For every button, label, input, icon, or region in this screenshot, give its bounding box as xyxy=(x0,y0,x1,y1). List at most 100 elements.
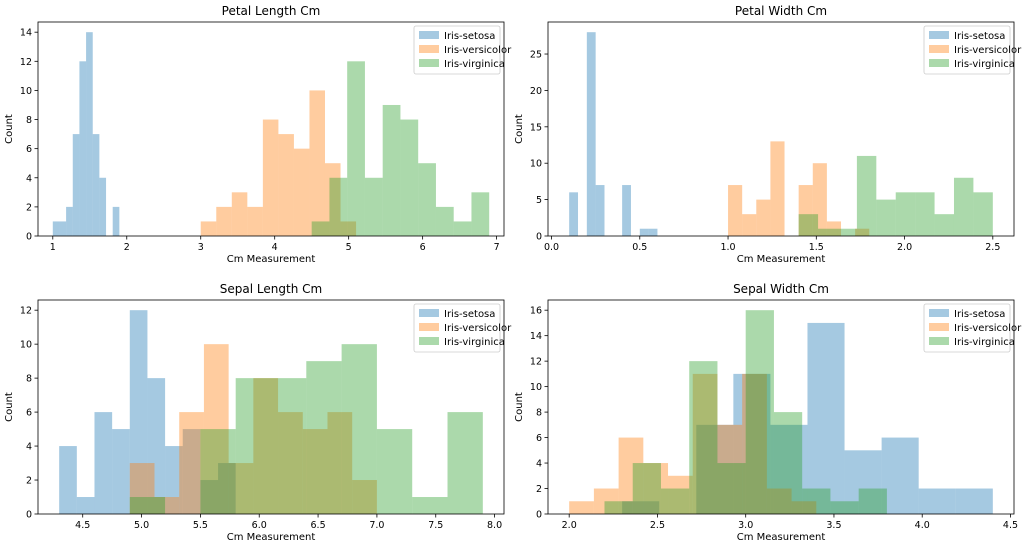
bar-versicolor-7 xyxy=(302,429,328,514)
bar-virginica-1 xyxy=(818,228,838,236)
y-tick-label: 8 xyxy=(26,374,32,385)
bar-virginica-4 xyxy=(271,378,307,514)
bar-virginica-3 xyxy=(689,361,718,514)
y-tick-label: 25 xyxy=(530,50,542,61)
x-axis-label: Cm Measurement xyxy=(737,532,826,543)
legend: Iris-setosa Iris-versicolor Iris-virginica xyxy=(923,25,1022,75)
bar-setosa-9 xyxy=(218,463,236,514)
bar-virginica-5 xyxy=(895,192,916,236)
legend-label-versicolor: Iris-versicolor xyxy=(954,45,1022,56)
bar-virginica-2 xyxy=(837,228,857,236)
bar-virginica-3 xyxy=(856,155,877,236)
bar-versicolor-9 xyxy=(855,228,870,236)
bar-setosa-0 xyxy=(569,192,579,236)
bar-setosa-8 xyxy=(200,480,219,514)
bar-virginica-8 xyxy=(830,501,859,514)
bar-versicolor-2 xyxy=(756,199,771,236)
bar-virginica-6 xyxy=(418,163,436,236)
y-tick-label: 14 xyxy=(20,28,32,39)
bar-versicolor-3 xyxy=(643,463,669,514)
y-tick-label: 0 xyxy=(536,232,542,243)
x-tick-label: 4.5 xyxy=(1003,520,1018,531)
bar-virginica-9 xyxy=(447,412,483,514)
subplot-2: 0.0 0.5 1.0 1.5 2.0 2.5 0 5 10 15 20 25 Petal Width … xyxy=(514,4,1022,265)
y-tick-label: 6 xyxy=(536,433,542,444)
bar-setosa-8 xyxy=(639,228,649,236)
legend-swatch-setosa xyxy=(419,31,439,39)
legend-swatch-versicolor xyxy=(419,45,439,53)
x-tick-label: 1.5 xyxy=(809,242,824,253)
bar-versicolor-2 xyxy=(231,192,248,236)
x-tick-label: 3.0 xyxy=(738,520,753,531)
bar-virginica-7 xyxy=(435,206,454,236)
bar-versicolor-9 xyxy=(352,480,377,514)
bar-versicolor-1 xyxy=(593,488,619,514)
bar-virginica-0 xyxy=(311,221,330,236)
y-tick-label: 20 xyxy=(530,86,542,97)
legend-label-versicolor: Iris-versicolor xyxy=(954,323,1022,334)
bar-setosa-8 xyxy=(918,488,956,514)
y-tick-label: 8 xyxy=(536,408,542,419)
y-tick-label: 0 xyxy=(26,510,32,521)
chart-title: Petal Width Cm xyxy=(735,4,827,18)
legend-label-setosa: Iris-setosa xyxy=(954,309,1005,320)
y-tick-label: 0 xyxy=(26,232,32,243)
y-tick-label: 10 xyxy=(20,86,32,97)
y-tick-label: 2 xyxy=(26,476,32,487)
x-tick-label: 4 xyxy=(272,242,278,253)
bar-setosa-3 xyxy=(733,373,771,514)
legend-box xyxy=(413,25,501,75)
legend-label-virginica: Iris-virginica xyxy=(954,337,1015,348)
bar-versicolor-4 xyxy=(228,463,254,514)
x-tick-label: 4.0 xyxy=(915,520,930,531)
bar-virginica-9 xyxy=(973,192,993,236)
bar-versicolor-9 xyxy=(791,501,817,514)
legend-label-setosa: Iris-setosa xyxy=(444,31,495,42)
x-tick-label: 8.0 xyxy=(487,520,502,531)
y-tick-label: 4 xyxy=(26,173,32,184)
bar-virginica-6 xyxy=(773,412,803,514)
bar-setosa-3 xyxy=(72,134,80,236)
legend-label-virginica: Iris-virginica xyxy=(444,337,505,348)
bar-versicolor-6 xyxy=(717,424,743,514)
bar-virginica-4 xyxy=(876,199,896,236)
bar-versicolor-6 xyxy=(293,148,310,236)
bar-virginica-0 xyxy=(604,501,633,514)
bar-versicolor-2 xyxy=(618,437,644,514)
bar-setosa-7 xyxy=(881,437,919,514)
bar-virginica-2 xyxy=(200,429,236,514)
x-axis-label: Cm Measurement xyxy=(737,254,826,265)
axes-frame xyxy=(37,21,505,237)
axes-frame xyxy=(37,299,505,515)
y-tick-label: 4 xyxy=(536,459,542,470)
x-tick-label: 3 xyxy=(198,242,204,253)
bar-versicolor-8 xyxy=(324,163,341,236)
x-axis-label: Cm Measurement xyxy=(227,532,316,543)
bar-versicolor-9 xyxy=(340,221,357,236)
chart-title: Petal Length Cm xyxy=(222,4,321,18)
bar-setosa-4 xyxy=(79,61,87,236)
bar-versicolor-7 xyxy=(309,90,325,236)
bar-virginica-6 xyxy=(915,192,935,236)
x-tick-label: 2.0 xyxy=(562,520,577,531)
bar-versicolor-5 xyxy=(798,185,813,236)
legend-swatch-setosa xyxy=(929,31,949,39)
y-tick-label: 10 xyxy=(530,159,542,170)
x-tick-label: 7.0 xyxy=(369,520,384,531)
x-tick-label: 2.0 xyxy=(897,242,912,253)
x-tick-label: 0.0 xyxy=(544,242,559,253)
bar-versicolor-7 xyxy=(742,373,767,514)
bar-setosa-6 xyxy=(92,134,100,236)
y-tick-label: 14 xyxy=(530,331,542,342)
x-tick-label: 3.5 xyxy=(826,520,841,531)
legend-box xyxy=(923,303,1011,353)
y-axis-label: Count xyxy=(4,392,15,422)
bar-virginica-7 xyxy=(802,488,831,514)
bar-setosa-5 xyxy=(807,322,845,514)
bar-setosa-6 xyxy=(622,185,631,236)
y-tick-label: 5 xyxy=(536,195,542,206)
bar-virginica-8 xyxy=(453,221,472,236)
bar-versicolor-5 xyxy=(278,134,294,236)
bar-virginica-1 xyxy=(329,177,348,236)
bar-versicolor-0 xyxy=(728,185,743,236)
